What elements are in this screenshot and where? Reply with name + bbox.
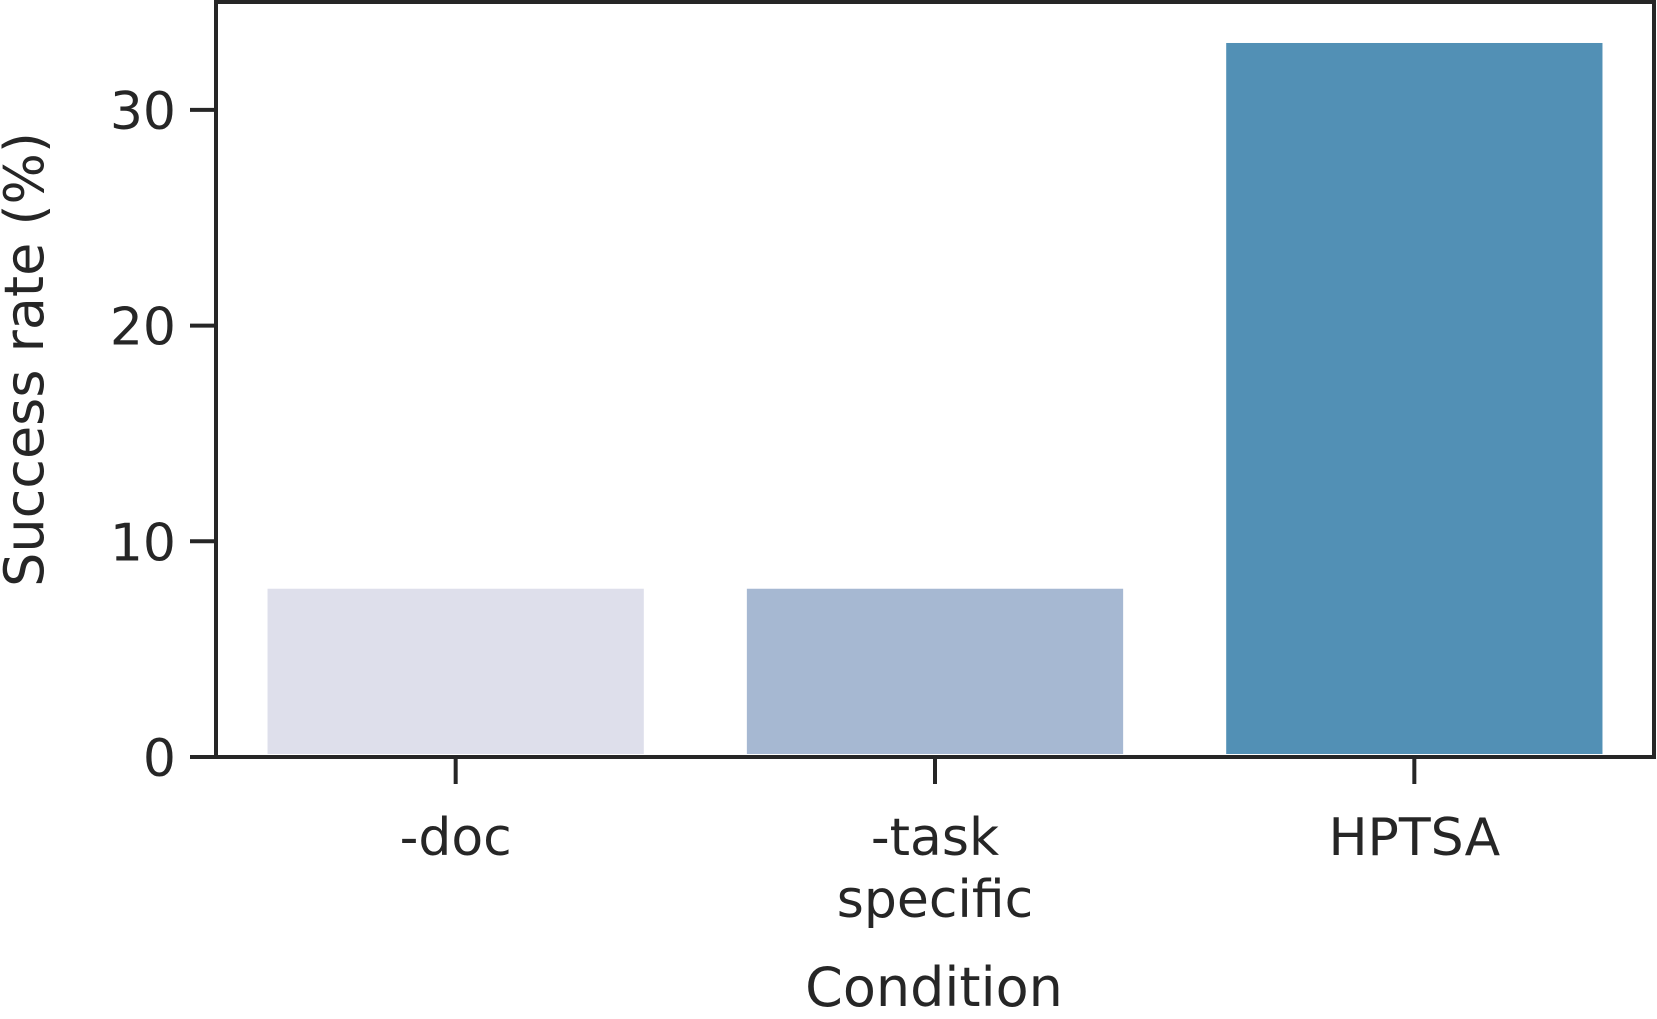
x-axis: -doc -task specific HPTSA (400, 757, 1501, 930)
bars (267, 42, 1603, 754)
x-tick-label: -task specific (837, 808, 1033, 930)
y-tick-label: 0 (143, 729, 176, 789)
y-tick-label: 10 (110, 513, 176, 573)
y-axis: 0 10 20 30 (110, 82, 216, 789)
bar-1 (267, 588, 644, 754)
y-tick-label: 30 (110, 82, 176, 142)
x-tick-label: -doc (400, 808, 512, 868)
bar-2 (746, 588, 1124, 754)
y-axis-label: Success rate (%) (0, 132, 56, 587)
bar-3 (1226, 42, 1603, 754)
x-tick-label: HPTSA (1328, 808, 1500, 868)
y-tick-label: 20 (110, 298, 176, 358)
x-axis-label: Condition (805, 956, 1063, 1019)
